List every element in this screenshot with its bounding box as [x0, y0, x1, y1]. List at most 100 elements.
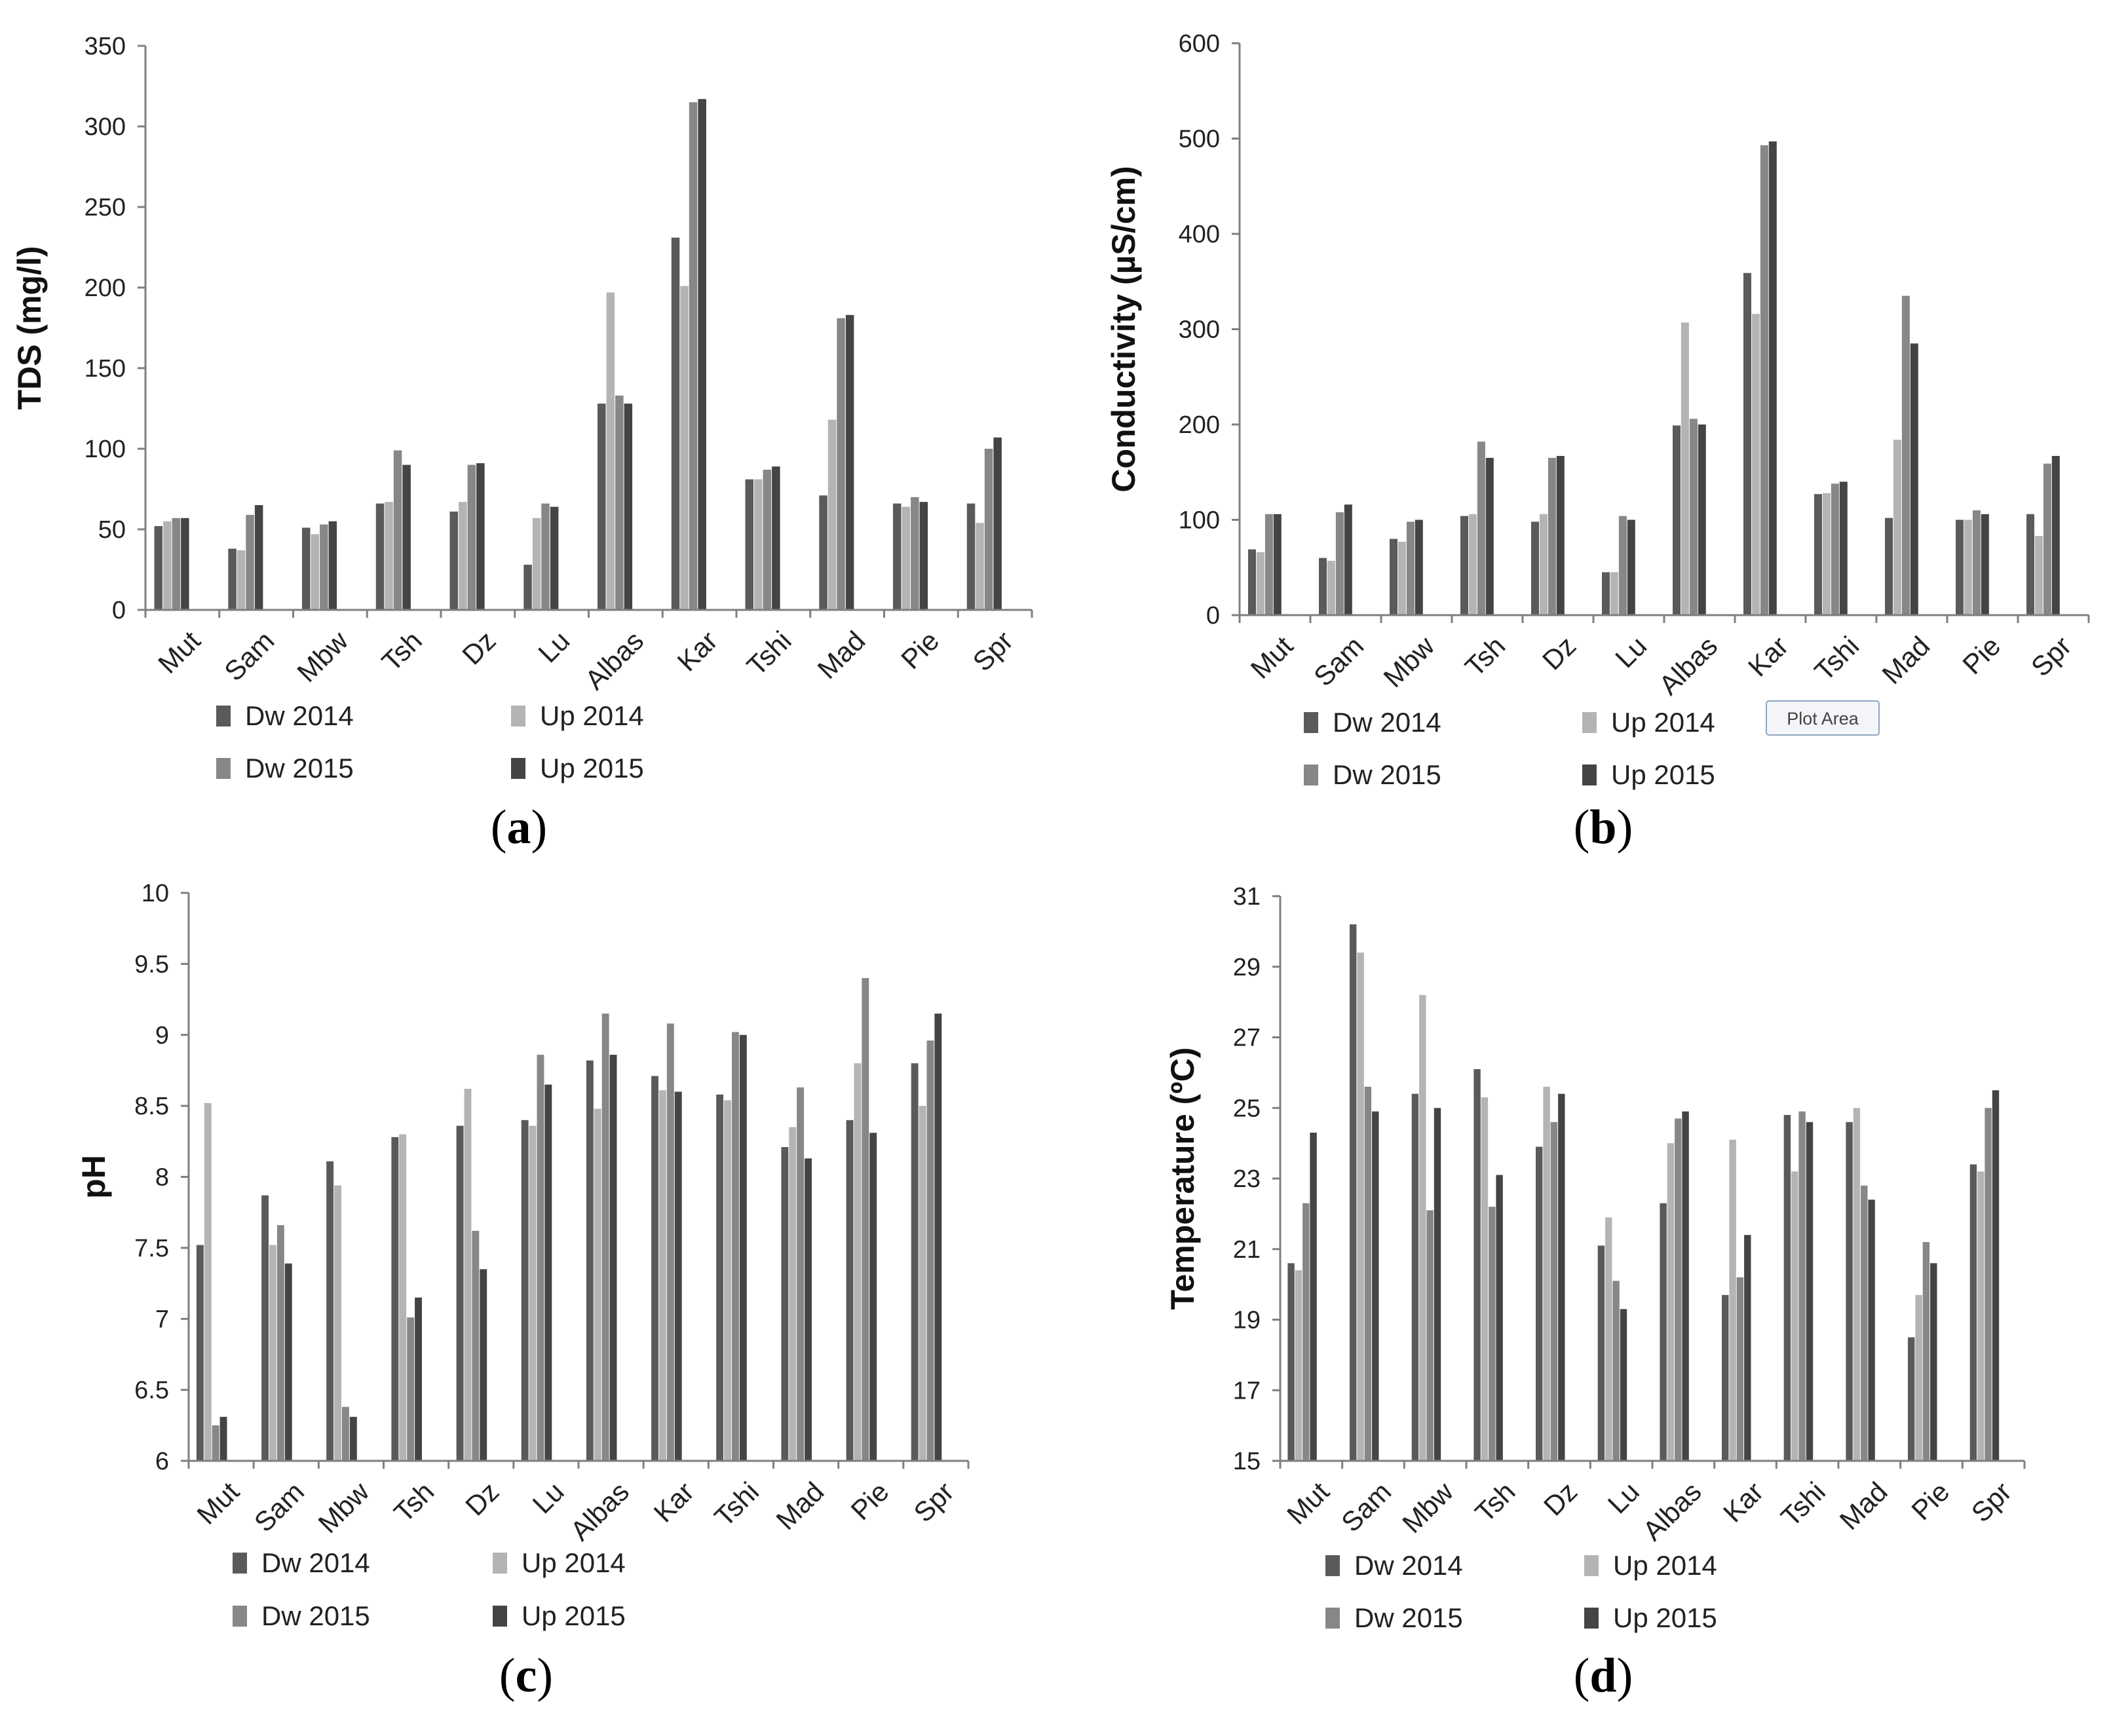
bar-mbw-up-2015	[349, 1416, 357, 1461]
x-tick-label-mad: Mad	[770, 1476, 829, 1536]
bar-mad-dw-2015	[1901, 295, 1910, 615]
bar-sam-up-2015	[284, 1263, 292, 1461]
bar-mbw-up-2015	[1434, 1108, 1441, 1462]
legend-label-up-2014: Up 2014	[522, 1547, 626, 1578]
bar-tsh-dw-2014	[1460, 516, 1468, 615]
legend-item-dw-2015: Dw 2015	[1304, 759, 1441, 790]
x-tick-label-pie: Pie	[845, 1476, 894, 1526]
y-tick-label: 31	[1233, 883, 1261, 911]
y-tick-label: 8	[155, 1164, 169, 1192]
bar-mbw-up-2014	[1397, 542, 1406, 615]
x-tick-label-tsh: Tsh	[1459, 630, 1511, 682]
legend-item-dw-2015: Dw 2015	[1325, 1602, 1463, 1633]
bar-pie-dw-2015	[1972, 510, 1981, 615]
x-tick-label-kar: Kar	[1717, 1476, 1769, 1528]
bar-tshi-dw-2015	[1798, 1111, 1806, 1461]
x-tick-label-dz: Dz	[459, 1476, 505, 1522]
legend-label-dw-2014: Dw 2014	[1354, 1550, 1463, 1581]
tooltip-label: Plot Area	[1787, 709, 1859, 728]
bar-mbw-up-2015	[328, 521, 337, 610]
bar-tsh-up-2014	[1481, 1097, 1489, 1461]
legend-label-up-2015: Up 2015	[540, 753, 644, 783]
bar-sam-up-2014	[269, 1245, 276, 1461]
y-tick-label: 6.5	[134, 1377, 169, 1405]
bar-mbw-up-2014	[311, 534, 320, 610]
bar-mut-up-2014	[1256, 552, 1264, 615]
bar-kar-up-2014	[680, 286, 689, 610]
x-tick-label-mut: Mut	[1281, 1476, 1335, 1530]
x-tick-label-sam: Sam	[218, 625, 280, 687]
bar-spr-up-2014	[919, 1106, 926, 1461]
bar-tshi-up-2014	[724, 1100, 731, 1461]
bar-mbw-dw-2015	[1406, 521, 1415, 615]
legend-label-up-2015: Up 2015	[1613, 1602, 1717, 1633]
bar-tsh-up-2015	[1496, 1175, 1503, 1461]
bars-group	[196, 978, 942, 1462]
bar-tshi-dw-2014	[716, 1094, 724, 1461]
legend-label-dw-2015: Dw 2015	[245, 753, 354, 783]
bar-albas-dw-2015	[1675, 1118, 1682, 1461]
bar-tsh-up-2015	[415, 1297, 422, 1461]
x-tick-label-tshi: Tshi	[1808, 630, 1865, 687]
bar-kar-dw-2014	[651, 1076, 658, 1461]
x-tick-label-sam: Sam	[1308, 630, 1369, 692]
y-tick-labels: 0 100 200 300 400 500 600	[1179, 30, 1240, 630]
bar-mad-up-2015	[1910, 343, 1918, 615]
bar-spr-dw-2015	[984, 449, 993, 610]
legend-item-up-2014: Up 2014	[1582, 707, 1715, 738]
x-tick-label-dz: Dz	[1538, 1476, 1584, 1522]
bar-tshi-dw-2015	[1831, 483, 1839, 615]
bar-lu-up-2014	[1610, 572, 1618, 615]
bar-pie-dw-2015	[911, 497, 919, 610]
y-tick-label: 8.5	[134, 1093, 169, 1120]
bar-mad-up-2015	[1868, 1199, 1875, 1461]
bar-spr-up-2015	[2051, 456, 2060, 615]
legend-item-up-2015: Up 2015	[1582, 759, 1715, 790]
tooltip-box	[1766, 700, 1880, 736]
bar-albas-up-2014	[1681, 322, 1689, 615]
bar-dz-up-2014	[1543, 1086, 1550, 1461]
legend-swatch-up-2014	[1582, 712, 1597, 733]
y-tick-label: 400	[1179, 221, 1220, 248]
bar-albas-up-2015	[609, 1055, 617, 1461]
x-tick-label-albas: Albas	[579, 625, 650, 696]
bar-albas-dw-2015	[615, 395, 624, 610]
bar-albas-up-2014	[594, 1108, 601, 1461]
legend-item-dw-2014: Dw 2014	[233, 1547, 370, 1578]
bar-mut-up-2015	[181, 518, 189, 610]
bar-pie-up-2015	[919, 502, 928, 610]
bar-mut-dw-2014	[1287, 1263, 1295, 1461]
bar-mad-up-2014	[789, 1127, 797, 1461]
y-axis-label: Temperature (ºC)	[1164, 1047, 1201, 1310]
bar-tshi-dw-2014	[745, 479, 753, 610]
bar-lu-up-2015	[1620, 1309, 1627, 1461]
bar-dz-up-2015	[480, 1269, 487, 1461]
x-tick-label-lu: Lu	[532, 625, 575, 668]
bar-albas-up-2014	[1667, 1143, 1675, 1461]
x-tick-label-spr: Spr	[2025, 630, 2077, 682]
chart-panel-b: 0 100 200 300 400 500 600 Mut Sam Mbw Tsh Dz Lu Alba…	[1105, 30, 2090, 854]
bar-tsh-dw-2014	[375, 503, 385, 610]
legend: Dw 2014 Up 2014 Dw 2015 Up 2015	[1304, 707, 1715, 790]
legend: Dw 2014 Up 2014 Dw 2015 Up 2015	[216, 700, 644, 783]
bar-kar-up-2015	[1768, 141, 1777, 615]
panel-label: (b)	[1574, 801, 1633, 854]
bar-tsh-up-2014	[385, 502, 393, 610]
y-tick-label: 27	[1233, 1025, 1261, 1052]
bar-tshi-dw-2015	[763, 470, 772, 610]
bar-albas-dw-2014	[586, 1060, 594, 1461]
y-tick-label: 7.5	[134, 1235, 169, 1262]
bar-dz-up-2015	[1556, 456, 1565, 615]
y-tick-label: 200	[1179, 411, 1220, 439]
y-tick-label: 100	[1179, 507, 1220, 535]
bar-mut-up-2014	[1295, 1270, 1302, 1461]
legend-label-dw-2014: Dw 2014	[245, 700, 354, 731]
x-tick-label-lu: Lu	[1609, 630, 1652, 673]
chart-panel-c: 6 6.5 7 7.5 8 8.5 9 9.5 10 Mut Sam Mbw Tsh Dz LuAlbas…	[75, 880, 970, 1703]
bar-lu-up-2014	[532, 518, 541, 610]
bar-tsh-dw-2014	[1473, 1069, 1481, 1461]
bar-mut-up-2014	[163, 521, 172, 610]
bar-kar-dw-2014	[671, 237, 680, 610]
